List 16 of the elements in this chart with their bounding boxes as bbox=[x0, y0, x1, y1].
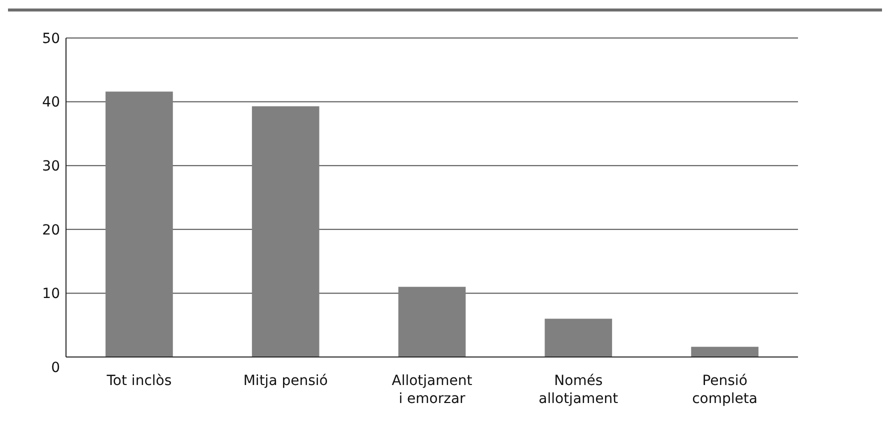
x-tick-label: Pensió completa bbox=[692, 373, 758, 407]
y-tick-label: 50 bbox=[42, 30, 60, 47]
x-tick-label: Mitja pensió bbox=[243, 373, 328, 389]
bar bbox=[691, 346, 758, 357]
y-tick-label: 30 bbox=[42, 158, 60, 174]
bar bbox=[252, 106, 320, 357]
x-tick-label: Tot inclòs bbox=[106, 373, 172, 389]
y-tick-label: 40 bbox=[42, 94, 60, 111]
y-tick-label: 20 bbox=[42, 222, 60, 238]
y-tick-label: 10 bbox=[42, 286, 60, 302]
x-tick-label: Només allotjament bbox=[538, 373, 619, 407]
bar bbox=[106, 92, 173, 357]
x-tick-label: Allotjament i emorzar bbox=[392, 373, 473, 407]
y-tick-label: 0 bbox=[51, 360, 60, 376]
bar bbox=[398, 286, 466, 357]
bar bbox=[544, 318, 612, 357]
